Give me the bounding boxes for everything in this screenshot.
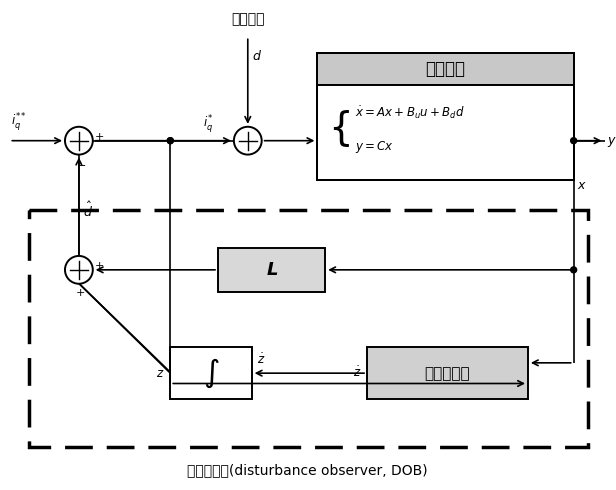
Bar	[317, 53, 573, 85]
Text: x: x	[578, 179, 585, 192]
Circle shape	[65, 256, 93, 284]
Text: 扰动观测器(disturbance observer, DOB): 扰动观测器(disturbance observer, DOB)	[187, 464, 428, 478]
Text: +: +	[95, 132, 104, 142]
Text: 外部干扰: 外部干扰	[231, 12, 264, 26]
Text: $\dot{z}$: $\dot{z}$	[257, 353, 265, 367]
Text: $\{$: $\{$	[328, 108, 350, 149]
Text: $-$: $-$	[76, 159, 86, 169]
Circle shape	[570, 267, 577, 273]
Text: $\dot{z}$: $\dot{z}$	[352, 366, 361, 380]
Text: $\hat{d}$: $\hat{d}$	[83, 201, 93, 220]
Text: +: +	[95, 261, 104, 271]
Bar	[218, 248, 325, 292]
Text: y: y	[607, 134, 615, 147]
Text: $\boldsymbol{L}$: $\boldsymbol{L}$	[265, 261, 278, 279]
Circle shape	[168, 138, 173, 144]
Text: $\dot{x}=Ax+B_u u+B_d d$: $\dot{x}=Ax+B_u u+B_d d$	[355, 104, 465, 121]
Text: 观测器方程: 观测器方程	[424, 366, 470, 381]
Bar	[317, 53, 573, 180]
Circle shape	[570, 138, 577, 144]
Bar	[29, 210, 588, 447]
Circle shape	[65, 127, 93, 154]
Bar	[170, 347, 252, 399]
Text: $i_q^{*}$: $i_q^{*}$	[203, 113, 213, 135]
Text: $\int$: $\int$	[203, 357, 219, 390]
Text: +: +	[76, 288, 86, 298]
Text: $i_q^{**}$: $i_q^{**}$	[11, 111, 27, 133]
Circle shape	[234, 127, 262, 154]
Text: 观测对象: 观测对象	[426, 60, 466, 78]
Text: z: z	[156, 367, 163, 380]
Bar	[367, 347, 528, 399]
Bar	[317, 85, 573, 180]
Circle shape	[168, 138, 173, 144]
Text: d: d	[253, 49, 261, 63]
Text: $y=Cx$: $y=Cx$	[355, 139, 394, 155]
